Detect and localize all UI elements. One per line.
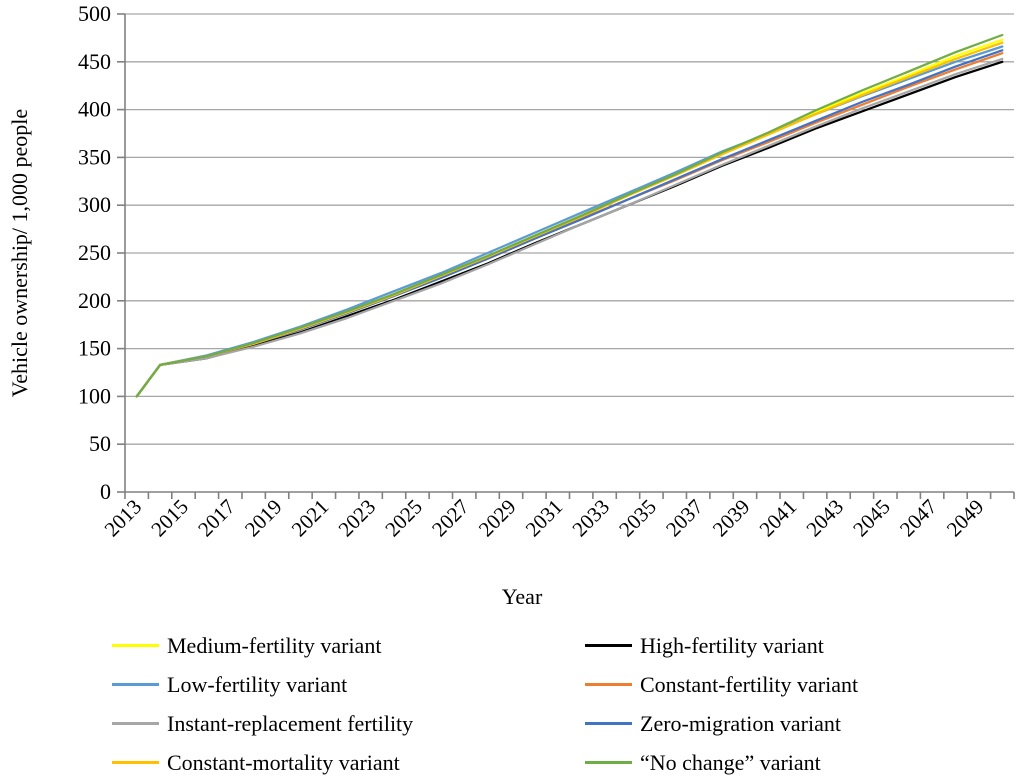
y-tick-label: 100 [78, 383, 111, 408]
y-tick-label: 0 [100, 479, 111, 504]
x-tick-label: 2027 [427, 495, 474, 542]
y-tick-label: 200 [78, 288, 111, 313]
x-tick-label: 2043 [801, 495, 848, 542]
x-axis-title: Year [501, 584, 543, 609]
legend-label-constant-mortality-variant: Constant-mortality variant [167, 749, 400, 775]
y-tick-label: 150 [78, 336, 111, 361]
x-tick-label: 2039 [708, 495, 755, 542]
legend-label-low-fertility-variant: Low-fertility variant [167, 671, 348, 697]
series-line-zero-migration-variant [135, 49, 1004, 398]
y-tick-label: 500 [78, 1, 111, 26]
x-tick-label: 2045 [848, 495, 895, 542]
x-tick-label: 2033 [567, 495, 614, 542]
x-tick-label: 2047 [895, 495, 942, 542]
x-tick-label: 2031 [521, 495, 568, 542]
legend-item-constant-fertility-variant: Constant-fertility variant [585, 665, 858, 704]
y-tick-label: 350 [78, 144, 111, 169]
legend-swatch-instant-replacement-fertility [112, 722, 159, 725]
legend-item-high-fertility-variant: High-fertility variant [585, 626, 858, 665]
y-tick-label: 250 [78, 240, 111, 265]
x-tick-label: 2049 [942, 495, 989, 542]
legend-swatch-constant-fertility-variant [585, 683, 632, 686]
x-tick-label: 2017 [193, 495, 240, 542]
legend-item-instant-replacement-fertility: Instant-replacement fertility [112, 704, 413, 743]
y-axis-title: Vehicle ownership/ 1,000 people [7, 108, 32, 398]
x-tick-label: 2015 [146, 495, 193, 542]
legend-label-no-change-variant: “No change” variant [640, 749, 821, 775]
legend-swatch-no-change-variant [585, 761, 632, 764]
legend-label-medium-fertility-variant: Medium-fertility variant [167, 632, 382, 658]
x-tick-label: 2021 [287, 495, 334, 542]
y-tick-label: 300 [78, 192, 111, 217]
x-tick-label: 2037 [661, 495, 708, 542]
legend-label-instant-replacement-fertility: Instant-replacement fertility [167, 710, 414, 736]
series-line-no-change-variant [135, 33, 1004, 398]
x-tick-label: 2041 [755, 495, 802, 542]
y-tick-label: 400 [78, 97, 111, 122]
legend-swatch-low-fertility-variant [112, 683, 159, 686]
legend-item-medium-fertility-variant: Medium-fertility variant [112, 626, 413, 665]
legend-swatch-high-fertility-variant [585, 644, 632, 647]
x-tick-label: 2025 [380, 495, 427, 542]
series-line-instant-replacement-fertility [135, 57, 1004, 398]
x-tick-label: 2023 [334, 495, 381, 542]
legend-item-no-change-variant: “No change” variant [585, 743, 858, 782]
legend-item-zero-migration-variant: Zero-migration variant [585, 704, 858, 743]
legend-label-zero-migration-variant: Zero-migration variant [640, 710, 841, 736]
legend-item-low-fertility-variant: Low-fertility variant [112, 665, 413, 704]
legend-label-constant-fertility-variant: Constant-fertility variant [640, 671, 859, 697]
y-tick-label: 50 [89, 431, 111, 456]
x-tick-label: 2029 [474, 495, 521, 542]
legend-label-high-fertility-variant: High-fertility variant [640, 632, 824, 658]
legend-swatch-constant-mortality-variant [112, 761, 159, 764]
x-tick-label: 2019 [240, 495, 287, 542]
legend-column-right: High-fertility variant Constant-fertility… [585, 626, 858, 782]
legend-item-constant-mortality-variant: Constant-mortality variant [112, 743, 413, 782]
legend-swatch-zero-migration-variant [585, 722, 632, 725]
legend-column-left: Medium-fertility variant Low-fertility va… [112, 626, 413, 782]
legend-swatch-medium-fertility-variant [112, 644, 159, 647]
y-tick-label: 450 [78, 49, 111, 74]
x-tick-label: 2035 [614, 495, 661, 542]
